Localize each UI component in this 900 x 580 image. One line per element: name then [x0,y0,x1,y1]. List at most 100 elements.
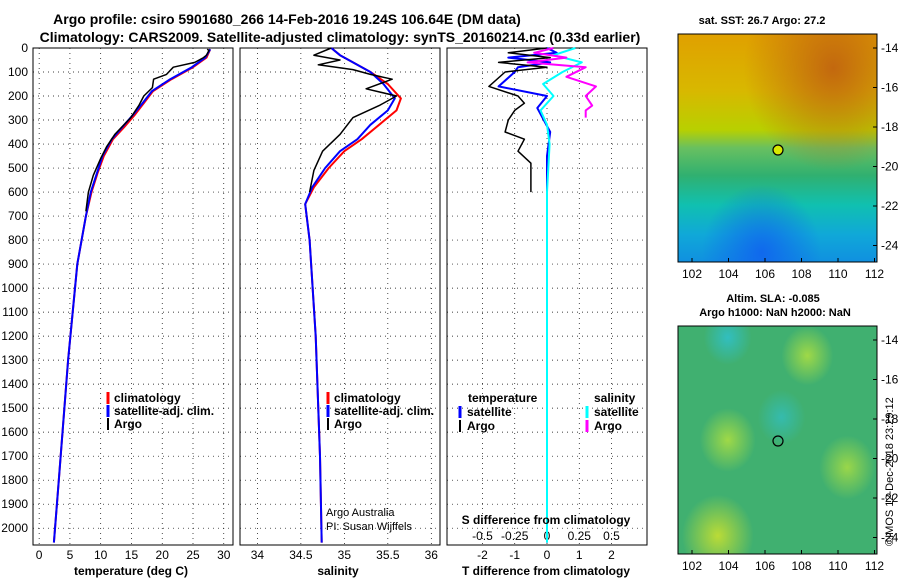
lat-tick-label: -18 [881,412,899,426]
depth-tick-label: 1500 [1,401,28,415]
legend-label-t-satellite: satellite [467,405,512,419]
lon-tick-label: 112 [865,267,884,281]
temperature-legend: climatology satellite-adj. clim. Argo [106,391,214,431]
x-tick-label: 35 [338,548,352,562]
depth-tick-label: 500 [8,161,28,175]
argo-location-marker [772,144,784,156]
sla-map: Altim. SLA: -0.085 Argo h1000: NaN h2000… [677,293,899,573]
series-line-argo [85,48,210,212]
depth-tick-label: 1000 [1,281,28,295]
lon-tick-label: 106 [755,267,775,281]
lat-tick-label: -22 [881,491,899,505]
s-difference-tick-label: -0.25 [501,529,529,543]
depth-tick-label: 800 [8,233,28,247]
title-line1: Argo profile: csiro 5901680_266 14-Feb-2… [53,11,521,27]
legend-label-climatology: climatology [334,391,401,405]
legend-title-salinity: salinity [594,391,636,405]
depth-tick-label: 1300 [1,353,28,367]
legend-label-s-satellite: satellite [594,405,639,419]
argo-location-marker [772,435,784,447]
depth-tick-label: 200 [8,89,28,103]
legend-label-s-argo: Argo [594,419,622,433]
series-line-salinity-satellite [539,47,583,543]
credit-pi: PI: Susan Wijffels [326,521,412,533]
x-tick-label: 25 [186,548,200,562]
legend-label-satellite: satellite-adj. clim. [114,404,214,418]
lat-tick-label: -16 [881,373,899,387]
legend-label-climatology: climatology [114,391,181,405]
lat-tick-label: -20 [881,452,899,466]
x-tick-label: -1 [509,548,520,562]
salinity-xlabel: salinity [317,564,359,578]
series-line-salinity-argo [526,47,597,118]
x-tick-label: 2 [608,548,615,562]
x-tick-label: 0 [36,548,43,562]
s-difference-tick-label: 0.5 [603,529,620,543]
sla-map-frame [677,325,878,555]
depth-tick-label: 1900 [1,497,28,511]
s-difference-xlabel: S difference from climatology [462,513,631,527]
x-tick-label: 0 [544,548,551,562]
x-tick-label: -2 [477,548,488,562]
lat-tick-label: -14 [881,41,899,55]
lon-tick-label: 110 [828,559,847,573]
sla-map-title1: Altim. SLA: -0.085 [726,293,820,305]
sla-high-region [678,326,877,554]
lon-tick-label: 108 [791,559,811,573]
series-line-satellite-adj-clim- [52,48,212,543]
salinity-legend: climatology satellite-adj. clim. Argo Ar… [326,391,434,533]
depth-tick-label: 300 [8,113,28,127]
temperature-xlabel: temperature (deg C) [74,564,188,578]
lat-tick-label: -22 [881,199,899,213]
sla-map-title2: Argo h1000: NaN h2000: NaN [699,307,851,319]
depth-tick-label: 2000 [1,521,28,535]
series-line-argo [308,47,398,193]
legend-label-argo: Argo [334,417,362,431]
x-tick-label: 15 [125,548,139,562]
depth-tick-label: 1200 [1,329,28,343]
legend-label-t-argo: Argo [467,419,495,433]
credit-argo-australia: Argo Australia [326,507,395,519]
x-tick-label: 10 [94,548,108,562]
sst-tick-labels: 102 104 106 108 110 112 -14 -16 -18 -20 -22 -24 [682,41,899,281]
legend-label-argo: Argo [114,417,142,431]
sst-map-title: sat. SST: 26.7 Argo: 27.2 [699,15,826,27]
x-tick-label: 36 [425,548,439,562]
sst-map: sat. SST: 26.7 Argo: 27.2 102 104 106 108 11… [677,15,899,281]
lon-tick-label: 104 [718,559,738,573]
s-difference-tick-label: 0.25 [568,529,592,543]
depth-tick-labels: 0 100 200 300 400 500 600 700 800 900 1000 1100 1200… [1,41,28,535]
temperature-panel-frame [32,47,234,546]
depth-tick-label: 600 [8,185,28,199]
lat-tick-label: -24 [881,531,899,545]
lon-tick-label: 110 [828,267,847,281]
lon-tick-label: 102 [682,559,702,573]
depth-tick-label: 1100 [2,305,28,319]
depth-tick-label: 1700 [1,449,28,463]
x-tick-label: 35.5 [376,548,400,562]
lat-tick-label: -16 [881,81,899,95]
legend-label-satellite: satellite-adj. clim. [334,404,434,418]
lon-tick-label: 108 [791,267,811,281]
depth-tick-label: 1800 [1,473,28,487]
salinity-panel-frame [239,47,441,546]
title-line2: Climatology: CARS2009. Satellite-adjuste… [40,29,641,45]
x-tick-label: 34 [251,548,265,562]
x-tick-label: 20 [156,548,170,562]
series-line-satellite-adj-clim- [304,47,396,543]
depth-tick-label: 700 [8,209,28,223]
sla-tick-labels: 102 104 106 108 110 112 -14 -16 -18 -20 -22 -24 [682,333,899,573]
series-line-climatology [52,48,212,543]
lat-tick-label: -24 [881,239,899,253]
depth-tick-label: 1400 [1,377,28,391]
lon-tick-label: 106 [755,559,775,573]
legend-title-temperature: temperature [468,391,538,405]
depth-tick-label: 1600 [1,425,28,439]
lon-tick-label: 102 [682,267,702,281]
x-tick-label: 5 [67,548,74,562]
copyright-footer: ©IMOS 12-Dec-2018 23:29:12 [884,397,896,546]
depth-tick-label: 400 [8,137,28,151]
x-tick-label: 30 [217,548,231,562]
x-tick-label: 34.5 [289,548,313,562]
x-tick-label: 1 [576,548,583,562]
